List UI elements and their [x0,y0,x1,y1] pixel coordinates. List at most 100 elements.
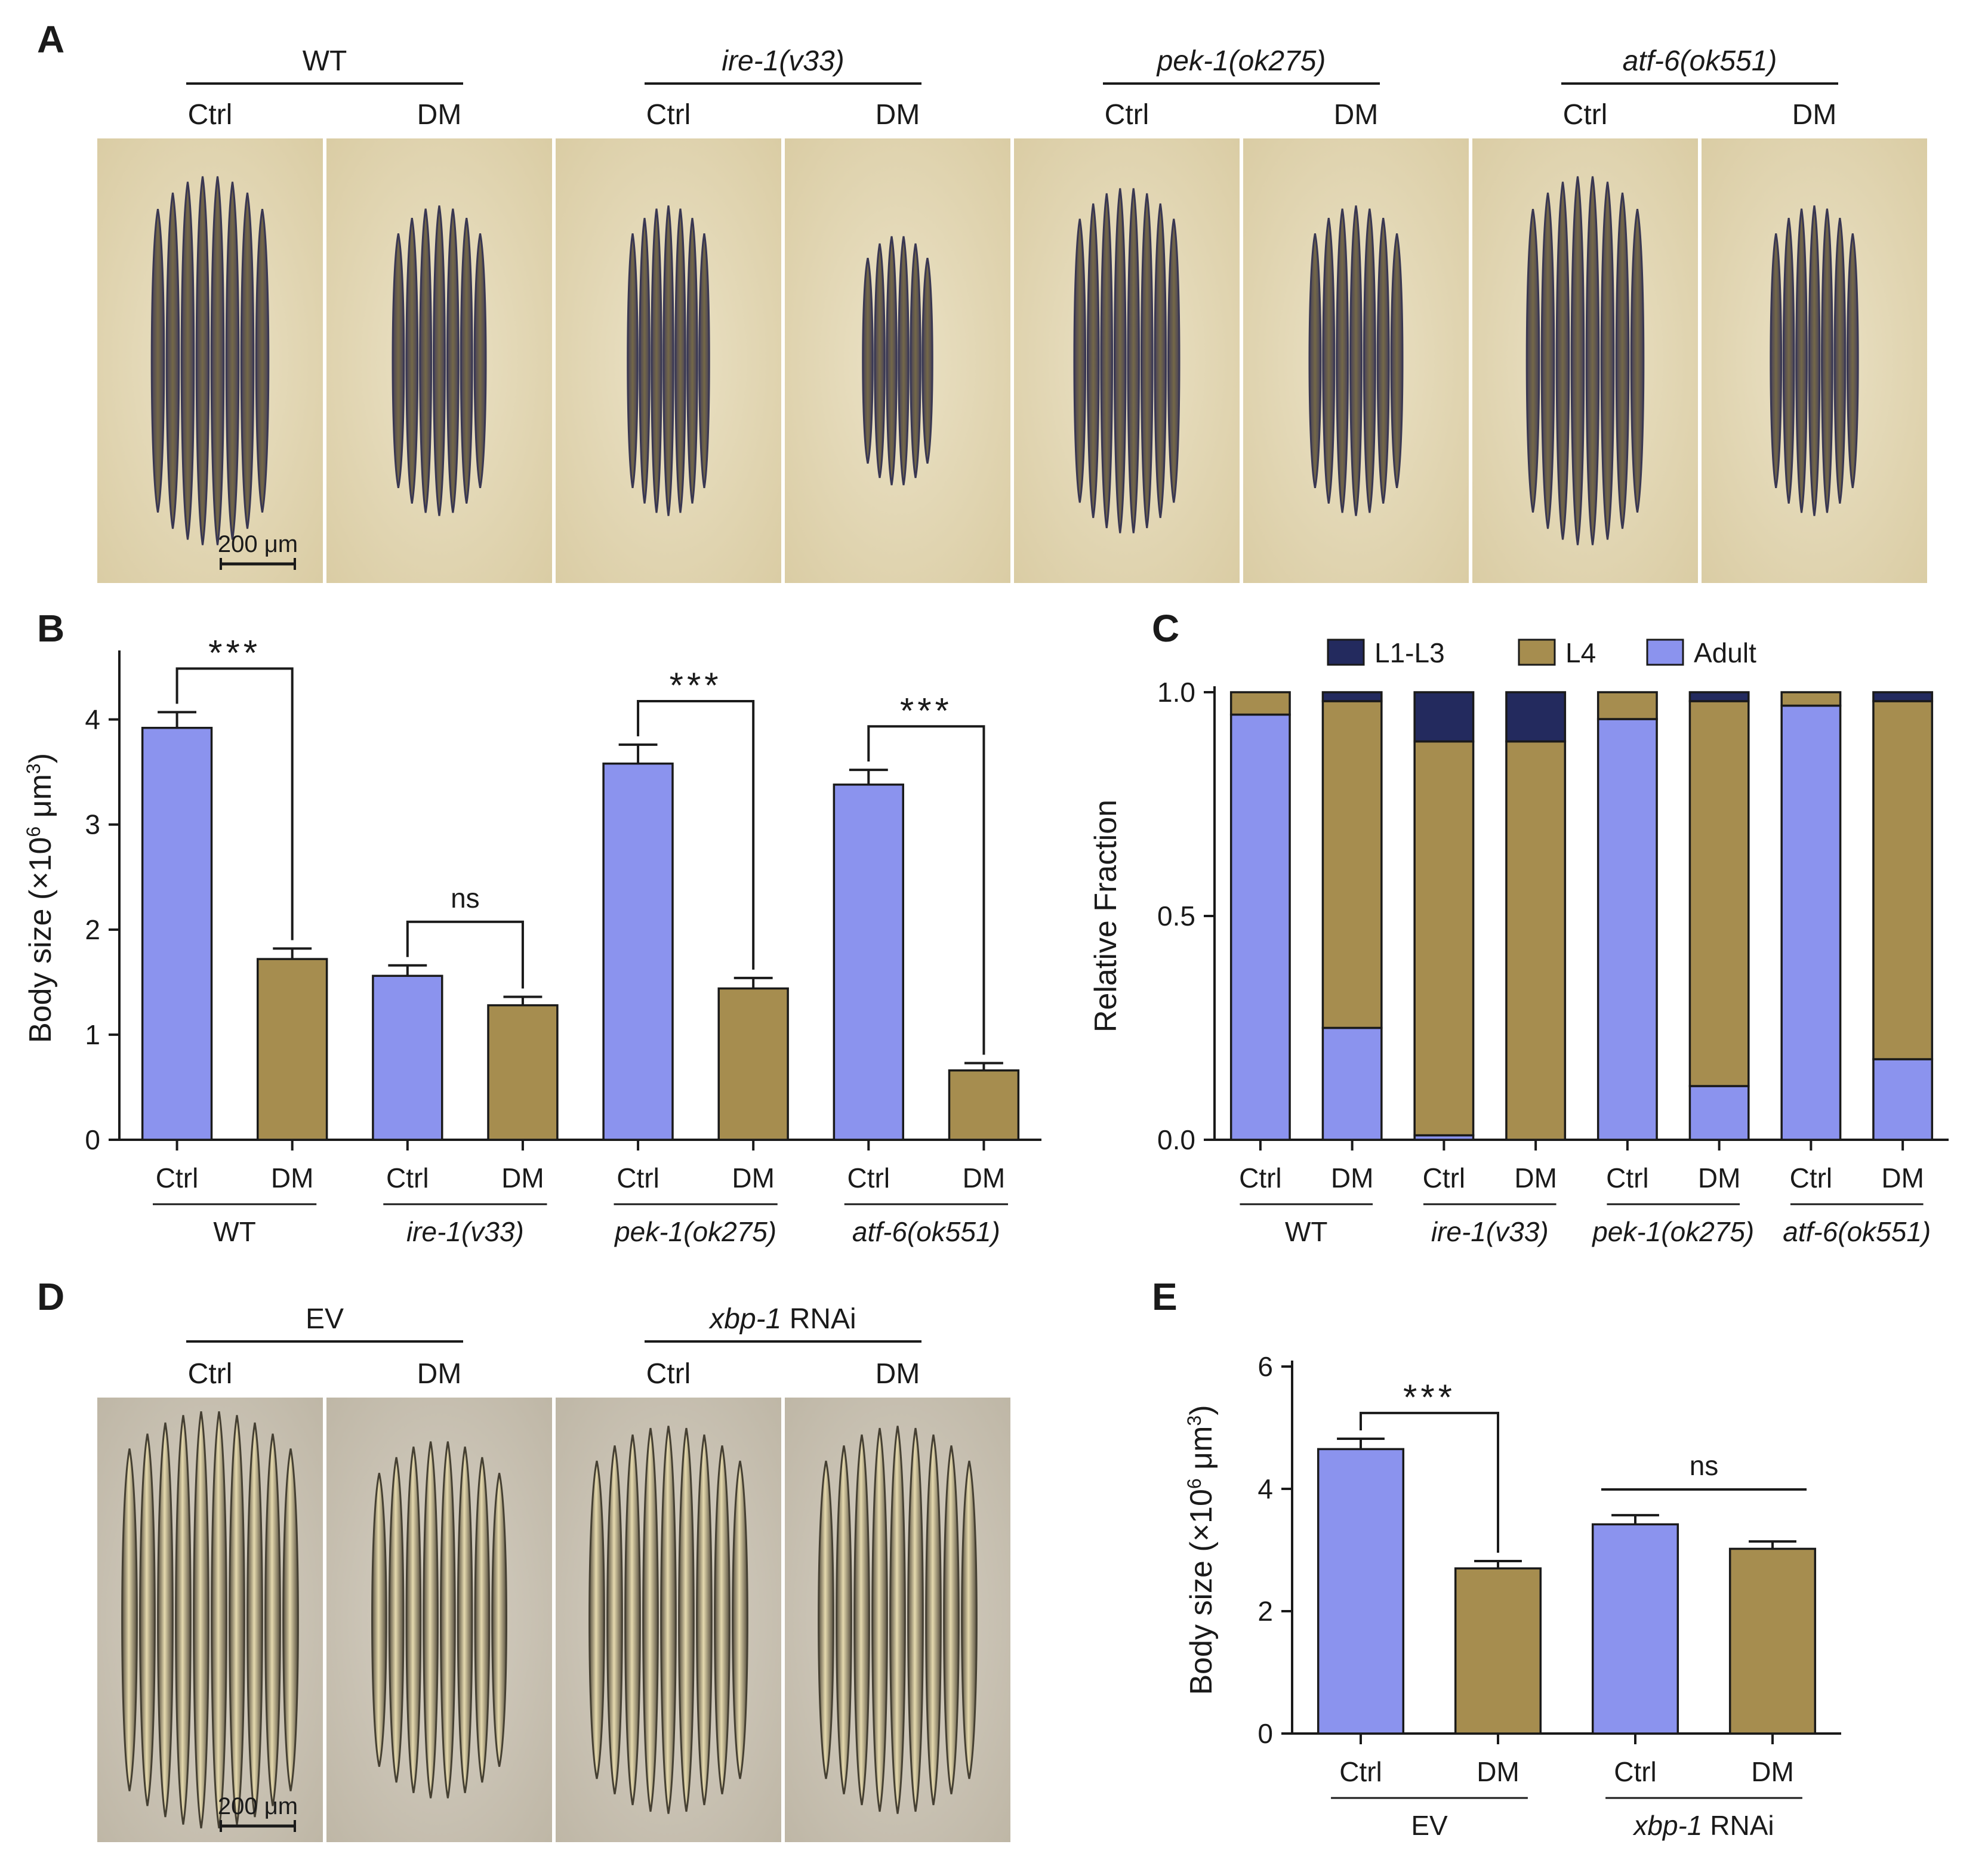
condition-label-dm: DM [417,99,462,131]
worm [871,1427,888,1812]
worm-bundle [1073,188,1181,533]
worm [732,1460,748,1779]
y-tick-label: 4 [1257,1473,1273,1504]
condition-label-dm: DM [417,1358,462,1390]
condition-label-ctrl: Ctrl [188,99,233,131]
worm [686,218,698,504]
worm [150,209,165,513]
worm [696,1434,713,1806]
condition-label-dm: DM [1792,99,1837,131]
group-label-ev: EV [306,1303,344,1335]
bar [833,784,904,1141]
x-tick-label: Ctrl [1614,1756,1657,1787]
bar [372,974,443,1141]
bar-segment-adult [1780,704,1842,1141]
condition-label-dm: DM [876,1358,920,1390]
panel-e-label: E [1152,1275,1178,1318]
worm [889,1426,906,1814]
worm-bundle [1770,205,1859,516]
worm [1349,205,1363,516]
significance-label: *** [1403,1377,1456,1417]
bar-segment-l4 [1321,700,1383,1029]
worm [921,257,933,464]
y-tick-label: 3 [85,809,100,840]
group-label-ire-1-v33-: ire-1(v33) [722,45,844,77]
worm [853,1434,870,1806]
legend-swatch-l4 [1518,639,1556,666]
bar [1317,1448,1405,1735]
condition-label-ctrl: Ctrl [646,99,691,131]
y-tick-label: 0 [85,1124,100,1155]
worm [961,1460,978,1779]
group-label-xbp-1-rnai: xbp-1 RNAi [708,1303,856,1335]
worm [446,208,460,513]
worm [588,1460,605,1779]
x-group-label: atf-6(ok551) [1783,1216,1931,1247]
y-axis-title-part: 6 [1183,1478,1205,1489]
worm [225,181,240,540]
bar [487,1004,559,1141]
worm [674,208,686,513]
y-axis-title-part: μm [1184,1426,1219,1479]
condition-label-ctrl: Ctrl [1105,99,1149,131]
worm [1782,218,1795,504]
significance-label: *** [900,690,953,730]
worm-bundle [1308,205,1404,516]
y-axis-title: Body size (×106 μm3) [1183,1405,1219,1695]
worm [121,1448,138,1791]
worm [836,1445,852,1794]
worm [210,176,225,545]
worm [862,257,874,464]
x-tick-label: DM [1331,1162,1374,1193]
bar-segment-l1-l3 [1505,691,1567,743]
bar-segment-l1-l3 [1872,691,1934,702]
x-tick-label: Ctrl [386,1162,429,1193]
legend-label-l4: L4 [1565,637,1596,668]
worm-bundle [1525,176,1645,545]
worm [1376,218,1390,504]
worm [1390,233,1404,488]
panel-d: D EV Ctrl DM xbp-1 RNAi Ctrl DM 200 μm [37,1275,1010,1842]
micrograph-image [97,138,323,583]
bar-segment-l4 [1688,700,1750,1087]
worm [627,233,639,488]
bar-segment-l4 [1596,691,1658,720]
x-group-label: WT [213,1216,256,1247]
panel-c-label: C [1152,607,1179,650]
bar-segment-l1-l3 [1321,691,1383,702]
x-group-label: EV [1411,1810,1448,1841]
condition-label-ctrl: Ctrl [188,1358,233,1390]
worm [678,1427,695,1812]
worm [246,1422,263,1818]
worm-bundle [627,205,710,516]
x-group-label-italic: xbp-1 [1632,1810,1702,1841]
bar [141,726,213,1141]
significance-label: ns [1690,1450,1719,1481]
worm [473,233,487,488]
y-tick-label: 1.0 [1157,677,1195,708]
x-tick-label: Ctrl [617,1162,659,1193]
bar [717,987,789,1141]
y-axis-title: Relative Fraction [1089,800,1123,1032]
y-axis-title-part: 3 [1183,1415,1205,1426]
x-group-label: atf-6(ok551) [852,1216,1000,1247]
condition-label-dm: DM [1334,99,1379,131]
y-axis-title-part: ) [23,753,58,763]
worm [818,1460,834,1779]
worm [1167,218,1181,503]
scale-bar: 200 μm [218,1793,298,1832]
worm [925,1434,942,1806]
condition-label-dm: DM [876,99,920,131]
significance-bracket [1360,1411,1499,1553]
x-tick-label: DM [271,1162,314,1193]
x-tick-label: Ctrl [1423,1162,1466,1193]
bar [948,1069,1020,1141]
panel-a-label: A [37,18,64,61]
worm [1322,218,1336,504]
worm-bundle [862,236,933,486]
worm [1570,176,1585,545]
condition-label-ctrl: Ctrl [1563,99,1608,131]
